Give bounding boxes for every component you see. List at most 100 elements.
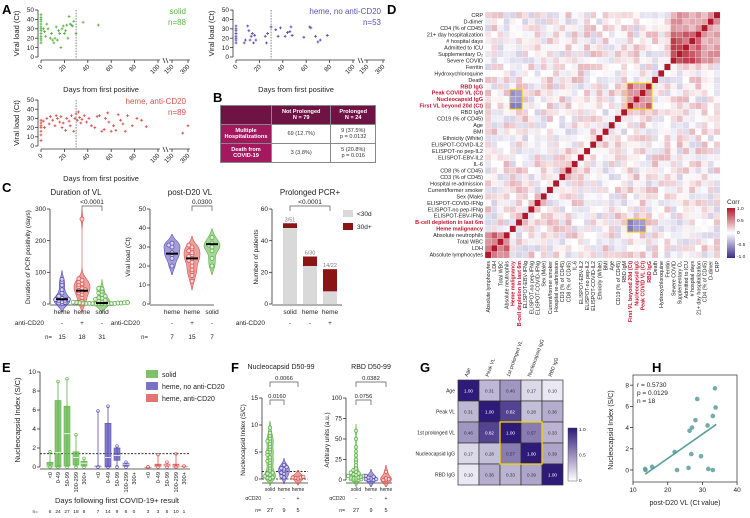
heatmap-cell [546, 134, 554, 142]
data-point [59, 115, 63, 118]
heatmap-cell [497, 134, 504, 142]
heatmap-cell [627, 37, 634, 45]
data-point [93, 126, 97, 129]
data-point [301, 474, 306, 479]
heatmap-cell [682, 193, 690, 200]
data-point [74, 112, 78, 116]
heatmap-cell [639, 70, 647, 77]
heatmap-cell [590, 44, 597, 52]
heatmap-cell [484, 89, 492, 97]
heatmap-cell [509, 18, 517, 26]
heatmap-cell [565, 115, 572, 123]
data-point [209, 248, 215, 254]
heatmap-cell [688, 115, 696, 123]
heatmap-cell [639, 160, 647, 168]
x-tick-label: 20 [58, 152, 68, 162]
heatmap-cell [559, 50, 566, 58]
data-point [325, 33, 329, 37]
heatmap-cell [707, 154, 715, 162]
heatmap-cell [614, 154, 622, 162]
heatmap-cell [627, 11, 634, 19]
heatmap-cell [577, 154, 585, 162]
plot-frame [632, 374, 738, 483]
row-label: Total WBC [457, 240, 483, 246]
heatmap-cell [546, 31, 554, 39]
panel-label-f: F [231, 360, 239, 375]
cell-value: 0.10 [464, 472, 473, 477]
heatmap-cell [664, 180, 671, 188]
data-point [383, 476, 389, 481]
cell-value: 0.82 [506, 409, 515, 414]
heatmap-cell [608, 70, 616, 77]
heatmap-cell [639, 11, 647, 19]
heatmap-cell [559, 244, 566, 252]
column-label: Severe COVID [672, 261, 678, 296]
heatmap-cell [503, 70, 510, 77]
heatmap-cell [633, 173, 640, 181]
data-point [87, 117, 91, 120]
heatmap-cell [633, 70, 640, 77]
heatmap-cell [645, 193, 653, 200]
heatmap-cell [707, 193, 715, 200]
heatmap-cell [596, 231, 603, 239]
heatmap-cell [614, 44, 622, 52]
heatmap-cell [583, 121, 591, 129]
heatmap-cell [521, 76, 529, 84]
heatmap-cell [484, 37, 492, 45]
heatmap-cell [658, 193, 665, 200]
heatmap-cell [664, 225, 671, 233]
heatmap-cell [608, 141, 616, 149]
y-tick-label: 25 [335, 457, 343, 464]
heatmap-cell [528, 134, 535, 142]
heatmap-cell [701, 225, 708, 233]
heatmap-cell [583, 193, 591, 200]
heatmap-cell [627, 167, 634, 175]
data-point [209, 235, 215, 240]
heatmap-cell [602, 231, 609, 239]
data-point [346, 473, 351, 478]
heatmap-cell [528, 24, 535, 32]
y-tick-label: 30 [27, 26, 35, 33]
heatmap-cell [633, 147, 640, 155]
y-tick-label: 30 [139, 244, 147, 251]
heatmap-cell [713, 18, 721, 26]
heatmap-cell [602, 219, 609, 226]
data-point [115, 444, 119, 448]
row-label: ELISPOT-no pep-IL2 [432, 149, 483, 155]
data-point [72, 129, 76, 133]
column-label: 1st prolonged VL [506, 340, 525, 378]
heatmap-cell [559, 134, 566, 142]
heatmap-cell [491, 57, 498, 65]
colorbar-tick-label: -1.0 [737, 254, 746, 260]
heatmap-cell [688, 238, 696, 246]
heatmap-cell [491, 18, 498, 26]
category-label: heme [302, 309, 319, 316]
data-point [106, 404, 110, 408]
heatmap-cell [540, 244, 548, 252]
heatmap-cell [503, 199, 510, 207]
heatmap-cell [534, 121, 541, 129]
x-tick-label: 20 [58, 63, 68, 73]
data-point [689, 425, 695, 430]
heatmap-cell [614, 199, 622, 207]
column-label: CD8 (% of CD45) [566, 261, 572, 302]
heatmap-cell [682, 199, 690, 207]
data-point [39, 133, 43, 137]
heatmap-cell [639, 141, 647, 149]
heatmap-cell [658, 44, 665, 52]
heatmap-cell [540, 44, 548, 52]
heatmap-cell [509, 219, 517, 226]
significance-bracket [355, 381, 387, 387]
heatmap-cell [645, 147, 653, 155]
data-point [54, 25, 58, 29]
heatmap-cell [571, 154, 578, 162]
heatmap-cell [546, 24, 554, 32]
heatmap-cell [497, 108, 504, 116]
heatmap-cell [484, 251, 492, 259]
heatmap-cell [509, 24, 517, 32]
heatmap-cell [701, 244, 708, 252]
heatmap-cell [639, 96, 647, 103]
heatmap-cell [658, 225, 665, 233]
box [63, 405, 71, 467]
